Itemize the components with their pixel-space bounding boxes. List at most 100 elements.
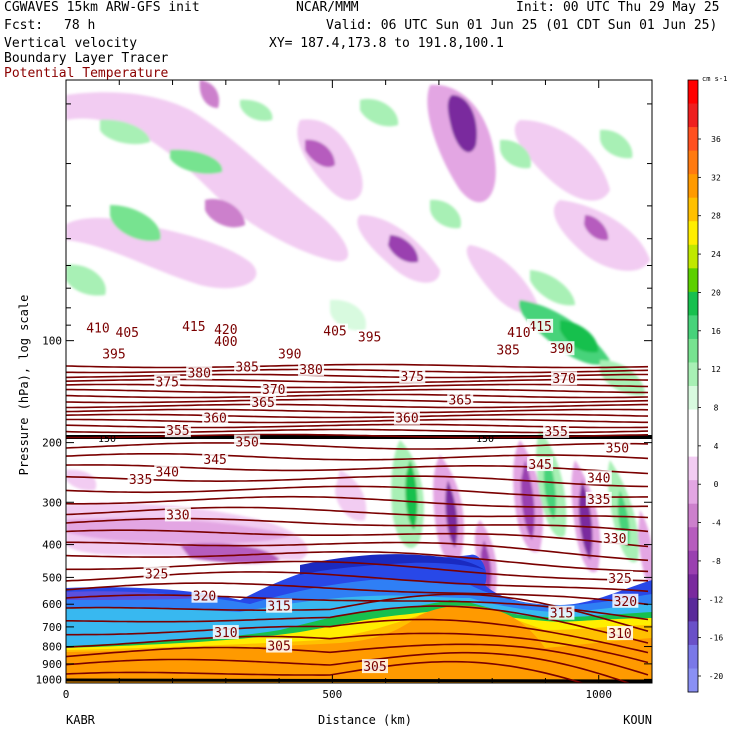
theta-label-bg bbox=[551, 371, 578, 386]
theta-label: 345 bbox=[203, 453, 226, 468]
theta-label-bg bbox=[212, 334, 239, 349]
colorbar-label: -12 bbox=[709, 595, 724, 604]
theta-line bbox=[66, 418, 648, 424]
theta-label: 340 bbox=[155, 465, 178, 480]
x-axis-title: Distance (km) bbox=[318, 713, 412, 727]
colorbar-label: -4 bbox=[711, 519, 721, 528]
theta-label-bg bbox=[164, 423, 191, 438]
theta-label-bg bbox=[298, 361, 325, 376]
colorbar-swatch bbox=[688, 480, 698, 505]
theta-line bbox=[66, 408, 649, 414]
colorbar-swatch bbox=[688, 456, 698, 481]
theta-label: 355 bbox=[166, 424, 189, 439]
theta-label: 330 bbox=[166, 508, 189, 523]
left-station-label: KABR bbox=[66, 713, 96, 727]
theta-label: 380 bbox=[187, 366, 210, 381]
theta-line bbox=[66, 660, 585, 683]
theta-label-bg bbox=[585, 470, 612, 485]
theta-label-bg bbox=[260, 382, 287, 397]
x-axis: 0 500 1000 bbox=[63, 80, 653, 701]
theta-label: 415 bbox=[182, 320, 205, 335]
tropopause-label: 150 bbox=[98, 434, 116, 445]
field-potential-temperature: Potential Temperature bbox=[4, 66, 169, 81]
theta-line bbox=[66, 363, 649, 369]
colorbar-label: 0 bbox=[714, 480, 719, 489]
colorbar-label: 24 bbox=[711, 250, 721, 259]
theta-label-bg bbox=[202, 410, 229, 425]
colorbar-swatch bbox=[688, 433, 698, 458]
theta-label: 395 bbox=[358, 331, 381, 346]
colorbar-swatch bbox=[688, 197, 698, 222]
colorbar-swatch bbox=[688, 127, 698, 152]
theta-label-bg bbox=[612, 593, 639, 608]
colorbar-label: -20 bbox=[709, 672, 724, 681]
x-tick-label: 0 bbox=[63, 688, 70, 701]
theta-label-bg bbox=[543, 423, 570, 438]
colorbar-swatch bbox=[688, 644, 698, 669]
theta-label-bg bbox=[447, 392, 474, 407]
theta-label: 365 bbox=[251, 396, 274, 411]
y-tick-label: 1000 bbox=[36, 673, 63, 686]
model-title: CGWAVES 15km ARW-GFS init bbox=[4, 0, 200, 15]
theta-label-bg bbox=[601, 530, 628, 545]
theta-label-bg bbox=[100, 346, 127, 361]
theta-label-bg bbox=[154, 464, 181, 479]
theta-label-bg bbox=[186, 365, 213, 380]
plot-frame bbox=[65, 79, 653, 684]
y-axis: 100 200 300 400 500 600 700 800 900 1000 bbox=[36, 103, 652, 686]
theta-label-bg bbox=[585, 491, 612, 506]
theta-label-bg bbox=[276, 346, 303, 361]
colorbar-swatch bbox=[688, 668, 698, 693]
colorbar-swatch bbox=[688, 338, 698, 363]
theta-line bbox=[66, 413, 649, 419]
theta-label-bg bbox=[548, 341, 575, 356]
theta-contour-lines bbox=[66, 363, 649, 683]
theta-label-bg bbox=[495, 342, 522, 357]
theta-label: 410 bbox=[86, 321, 109, 336]
theta-label: 375 bbox=[401, 370, 424, 385]
colorbar-swatch bbox=[688, 221, 698, 246]
theta-label: 350 bbox=[235, 436, 258, 451]
theta-label-bg bbox=[322, 323, 349, 338]
theta-line bbox=[66, 453, 649, 461]
theta-line bbox=[66, 517, 649, 533]
theta-label: 410 bbox=[507, 326, 530, 341]
theta-label-bg bbox=[607, 626, 634, 641]
theta-line bbox=[66, 632, 649, 664]
theta-label: 325 bbox=[145, 567, 168, 582]
theta-label-bg bbox=[266, 598, 293, 613]
colorbar-swatch bbox=[688, 150, 698, 175]
theta-label-bg bbox=[548, 605, 575, 620]
y-tick-label: 200 bbox=[42, 437, 62, 450]
theta-label: 385 bbox=[235, 360, 258, 375]
theta-line bbox=[66, 582, 649, 606]
field-boundary-layer-tracer: Boundary Layer Tracer bbox=[4, 51, 169, 66]
theta-label: 320 bbox=[193, 590, 216, 605]
colorbar-label: 32 bbox=[711, 173, 721, 182]
forecast-hours: 78 h bbox=[64, 18, 96, 33]
theta-label-bg bbox=[393, 410, 420, 425]
theta-label-bg bbox=[180, 318, 207, 333]
theta-line bbox=[66, 643, 649, 676]
x-tick-label: 500 bbox=[322, 688, 342, 701]
colorbar-label: 8 bbox=[714, 404, 719, 413]
colorbar-swatch bbox=[688, 244, 698, 269]
theta-label: 335 bbox=[587, 493, 610, 508]
theta-label-bg bbox=[154, 374, 181, 389]
theta-label: 415 bbox=[528, 320, 551, 335]
colorbar-label: 20 bbox=[711, 288, 721, 297]
theta-label: 310 bbox=[608, 627, 631, 642]
theta-label-bg bbox=[250, 395, 277, 410]
theta-line bbox=[66, 529, 649, 548]
y-tick-label: 800 bbox=[42, 641, 62, 654]
theta-label: 320 bbox=[614, 595, 637, 610]
theta-label-bg bbox=[527, 457, 554, 472]
theta-label-bg bbox=[84, 320, 111, 335]
colorbar-swatch bbox=[688, 550, 698, 575]
y-axis-title: Pressure (hPa), log scale bbox=[17, 295, 31, 476]
theta-label: 390 bbox=[278, 348, 301, 363]
